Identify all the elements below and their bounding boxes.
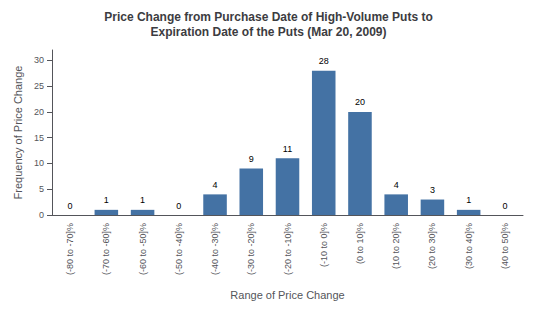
svg-text:(-70 to -60]%: (-70 to -60]% [101, 223, 111, 275]
svg-text:(-80 to -70]%: (-80 to -70]% [65, 223, 75, 275]
svg-text:Range of Price Change: Range of Price Change [230, 289, 344, 301]
svg-text:4: 4 [394, 180, 399, 190]
svg-text:(-60 to -50]%: (-60 to -50]% [138, 223, 148, 275]
svg-text:1: 1 [104, 195, 109, 205]
svg-text:(20 to 30]%: (20 to 30]% [427, 223, 437, 269]
svg-text:(-30 to -20]%: (-30 to -20]% [246, 223, 256, 275]
svg-text:5: 5 [39, 184, 44, 194]
svg-text:(-20 to -10]%: (-20 to -10]% [283, 223, 293, 275]
svg-text:Expiration Date of the Puts (M: Expiration Date of the Puts (Mar 20, 200… [150, 25, 386, 39]
svg-text:30: 30 [34, 55, 44, 65]
svg-text:(-50 to -40]%: (-50 to -40]% [174, 223, 184, 275]
svg-text:0: 0 [68, 201, 73, 211]
svg-text:3: 3 [430, 185, 435, 195]
svg-text:0: 0 [176, 201, 181, 211]
svg-text:1: 1 [466, 195, 471, 205]
svg-text:(30 to 40]%: (30 to 40]% [464, 223, 474, 269]
svg-text:(-40 to -30]%: (-40 to -30]% [210, 223, 220, 275]
svg-text:11: 11 [283, 144, 292, 154]
svg-text:20: 20 [355, 97, 365, 107]
svg-text:Frequency of Price Change: Frequency of Price Change [12, 66, 24, 200]
svg-text:28: 28 [319, 56, 329, 66]
svg-text:(10 to 20]%: (10 to 20]% [391, 223, 401, 269]
svg-text:10: 10 [34, 158, 44, 168]
svg-text:0: 0 [502, 201, 507, 211]
svg-text:(-10 to 0]%: (-10 to 0]% [319, 223, 329, 267]
svg-text:15: 15 [34, 133, 44, 143]
svg-text:25: 25 [34, 81, 44, 91]
svg-text:1: 1 [140, 195, 145, 205]
svg-text:0: 0 [39, 210, 44, 220]
svg-text:(40 to 50]%: (40 to 50]% [500, 223, 510, 269]
svg-text:(0 to 10]%: (0 to 10]% [355, 223, 365, 264]
svg-text:4: 4 [213, 180, 218, 190]
svg-text:9: 9 [249, 154, 254, 164]
svg-text:Price Change from Purchase Dat: Price Change from Purchase Date of High-… [104, 10, 433, 24]
svg-text:20: 20 [34, 107, 44, 117]
